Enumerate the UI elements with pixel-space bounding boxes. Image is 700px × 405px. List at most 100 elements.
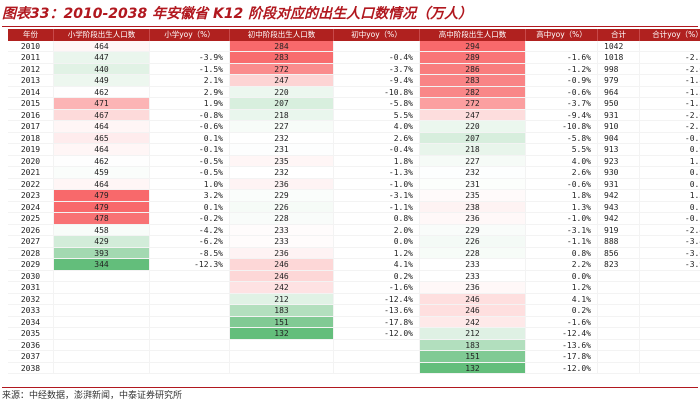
high-births-cell: 238 <box>420 201 526 213</box>
middle-yoy-cell: -3.1% <box>334 190 420 202</box>
year-cell: 2034 <box>8 316 54 328</box>
middle-births-cell: 232 <box>230 132 334 144</box>
middle-yoy-cell: -1.6% <box>334 282 420 294</box>
primary-births-cell: 462 <box>54 86 150 98</box>
total-cell <box>598 339 640 351</box>
primary-births-cell: 458 <box>54 224 150 236</box>
high-yoy-cell: 4.1% <box>526 293 598 305</box>
middle-births-cell: 226 <box>230 201 334 213</box>
primary-yoy-cell <box>150 40 230 52</box>
total-yoy-cell <box>640 41 700 52</box>
total-cell <box>598 305 640 317</box>
middle-yoy-cell: 5.5% <box>334 109 420 121</box>
high-yoy-cell: -5.8% <box>526 132 598 144</box>
primary-births-cell: 479 <box>54 190 150 202</box>
total-yoy-cell: -1.5% <box>640 87 700 98</box>
year-cell: 2028 <box>8 247 54 259</box>
middle-births-cell: 233 <box>230 224 334 236</box>
high-yoy-cell: -0.6% <box>526 86 598 98</box>
total-yoy-cell <box>640 340 700 351</box>
high-births-cell: 283 <box>420 75 526 87</box>
high-yoy-cell: -1.6% <box>526 52 598 64</box>
total-yoy-cell: 0.9% <box>640 144 700 156</box>
total-cell: 998 <box>598 63 640 75</box>
total-yoy-cell <box>640 294 700 305</box>
total-cell: 913 <box>598 144 640 156</box>
middle-births-cell: 132 <box>230 328 334 340</box>
middle-yoy-cell: 0.0% <box>334 236 420 248</box>
middle-births-cell: 183 <box>230 305 334 317</box>
middle-yoy-cell: -1.3% <box>334 167 420 179</box>
total-yoy-cell: 0.7% <box>640 167 700 179</box>
high-yoy-cell: 0.2% <box>526 305 598 317</box>
total-cell: 823 <box>598 259 640 271</box>
year-cell: 2038 <box>8 362 54 374</box>
year-cell: 2015 <box>8 98 54 110</box>
middle-yoy-cell: -12.4% <box>334 293 420 305</box>
high-yoy-cell: -12.4% <box>526 328 598 340</box>
primary-yoy-cell: -12.3% <box>150 259 230 271</box>
middle-yoy-cell: -1.0% <box>334 178 420 190</box>
year-cell: 2013 <box>8 75 54 87</box>
primary-births-cell <box>54 282 150 294</box>
middle-yoy-cell: -1.1% <box>334 201 420 213</box>
high-yoy-cell: 4.0% <box>526 155 598 167</box>
year-cell: 2029 <box>8 259 54 271</box>
year-cell: 2022 <box>8 178 54 190</box>
primary-births-cell <box>54 351 150 363</box>
primary-yoy-cell: 0.1% <box>150 132 230 144</box>
high-yoy-cell: 2.6% <box>526 167 598 179</box>
data-table: 年份 小学阶段出生人口数 小学yoy（%） 初中阶段出生人口数 初中yoy（%） 高中阶段… <box>8 29 700 374</box>
primary-yoy-cell: -1.5% <box>150 63 230 75</box>
high-yoy-cell: -1.0% <box>526 213 598 225</box>
primary-births-cell: 467 <box>54 109 150 121</box>
middle-yoy-cell: 4.0% <box>334 121 420 133</box>
primary-yoy-cell: -0.2% <box>150 213 230 225</box>
high-births-cell: 226 <box>420 236 526 248</box>
high-births-cell: 232 <box>420 167 526 179</box>
header-primary-yoy: 小学yoy（%） <box>150 29 230 41</box>
high-births-cell: 220 <box>420 121 526 133</box>
primary-births-cell: 344 <box>54 259 150 271</box>
header-total: 合计 <box>598 29 640 41</box>
primary-births-cell: 449 <box>54 75 150 87</box>
high-births-cell: 151 <box>420 351 526 363</box>
high-births-cell: 294 <box>420 40 526 52</box>
primary-yoy-cell <box>150 270 230 282</box>
middle-yoy-cell: 2.6% <box>334 132 420 144</box>
primary-yoy-cell: 1.0% <box>150 178 230 190</box>
year-cell: 2033 <box>8 305 54 317</box>
primary-yoy-cell: -3.9% <box>150 52 230 64</box>
year-cell: 2017 <box>8 121 54 133</box>
middle-yoy-cell: -12.0% <box>334 328 420 340</box>
total-yoy-cell: -2.0% <box>640 110 700 121</box>
total-cell: 943 <box>598 201 640 213</box>
primary-births-cell: 471 <box>54 98 150 110</box>
primary-births-cell: 440 <box>54 63 150 75</box>
total-cell <box>598 293 640 305</box>
total-yoy-cell: -2.2% <box>640 121 700 133</box>
total-yoy-cell: -0.2% <box>640 213 700 225</box>
high-yoy-cell: 5.5% <box>526 144 598 156</box>
high-yoy-cell: -12.0% <box>526 362 598 374</box>
total-yoy-cell: -1.8% <box>640 75 700 87</box>
high-births-cell: 231 <box>420 178 526 190</box>
middle-births-cell: 212 <box>230 293 334 305</box>
year-cell: 2035 <box>8 328 54 340</box>
primary-yoy-cell: 2.9% <box>150 86 230 98</box>
middle-yoy-cell <box>334 362 420 374</box>
high-yoy-cell: -10.8% <box>526 121 598 133</box>
middle-yoy-cell: -5.8% <box>334 98 420 110</box>
figure-title: 图表33：2010-2038 年安徽省 K12 阶段对应的出生人口数情况（万人） <box>2 2 698 27</box>
primary-yoy-cell: -0.6% <box>150 121 230 133</box>
high-yoy-cell: -1.1% <box>526 236 598 248</box>
middle-births-cell: 228 <box>230 213 334 225</box>
total-yoy-cell: -0.7% <box>640 133 700 144</box>
total-cell: 1042 <box>598 40 640 52</box>
year-cell: 2032 <box>8 293 54 305</box>
total-yoy-cell: -3.9% <box>640 259 700 271</box>
high-births-cell: 229 <box>420 224 526 236</box>
total-cell: 942 <box>598 190 640 202</box>
primary-yoy-cell <box>150 339 230 351</box>
year-cell: 2024 <box>8 201 54 213</box>
